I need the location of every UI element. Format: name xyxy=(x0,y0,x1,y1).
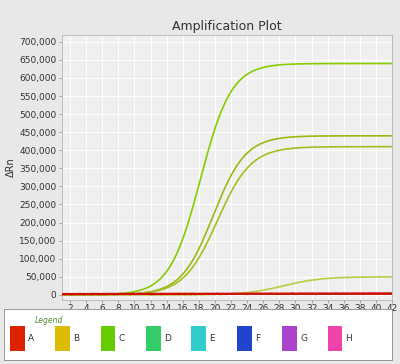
Title: Amplification Plot: Amplification Plot xyxy=(172,20,282,33)
Text: H: H xyxy=(346,334,352,343)
Y-axis label: ΔRn: ΔRn xyxy=(6,158,16,177)
Bar xyxy=(282,326,297,351)
Bar xyxy=(237,326,252,351)
Bar xyxy=(328,326,342,351)
Text: D: D xyxy=(164,334,171,343)
Text: G: G xyxy=(300,334,307,343)
Text: C: C xyxy=(118,334,125,343)
Bar xyxy=(101,326,115,351)
Bar xyxy=(192,326,206,351)
Text: F: F xyxy=(255,334,260,343)
Bar xyxy=(55,326,70,351)
X-axis label: Cycle: Cycle xyxy=(214,316,240,326)
Text: B: B xyxy=(73,334,79,343)
Text: A: A xyxy=(28,334,34,343)
Bar xyxy=(10,326,24,351)
Text: E: E xyxy=(209,334,215,343)
Bar xyxy=(146,326,161,351)
Text: Legend: Legend xyxy=(35,316,64,325)
